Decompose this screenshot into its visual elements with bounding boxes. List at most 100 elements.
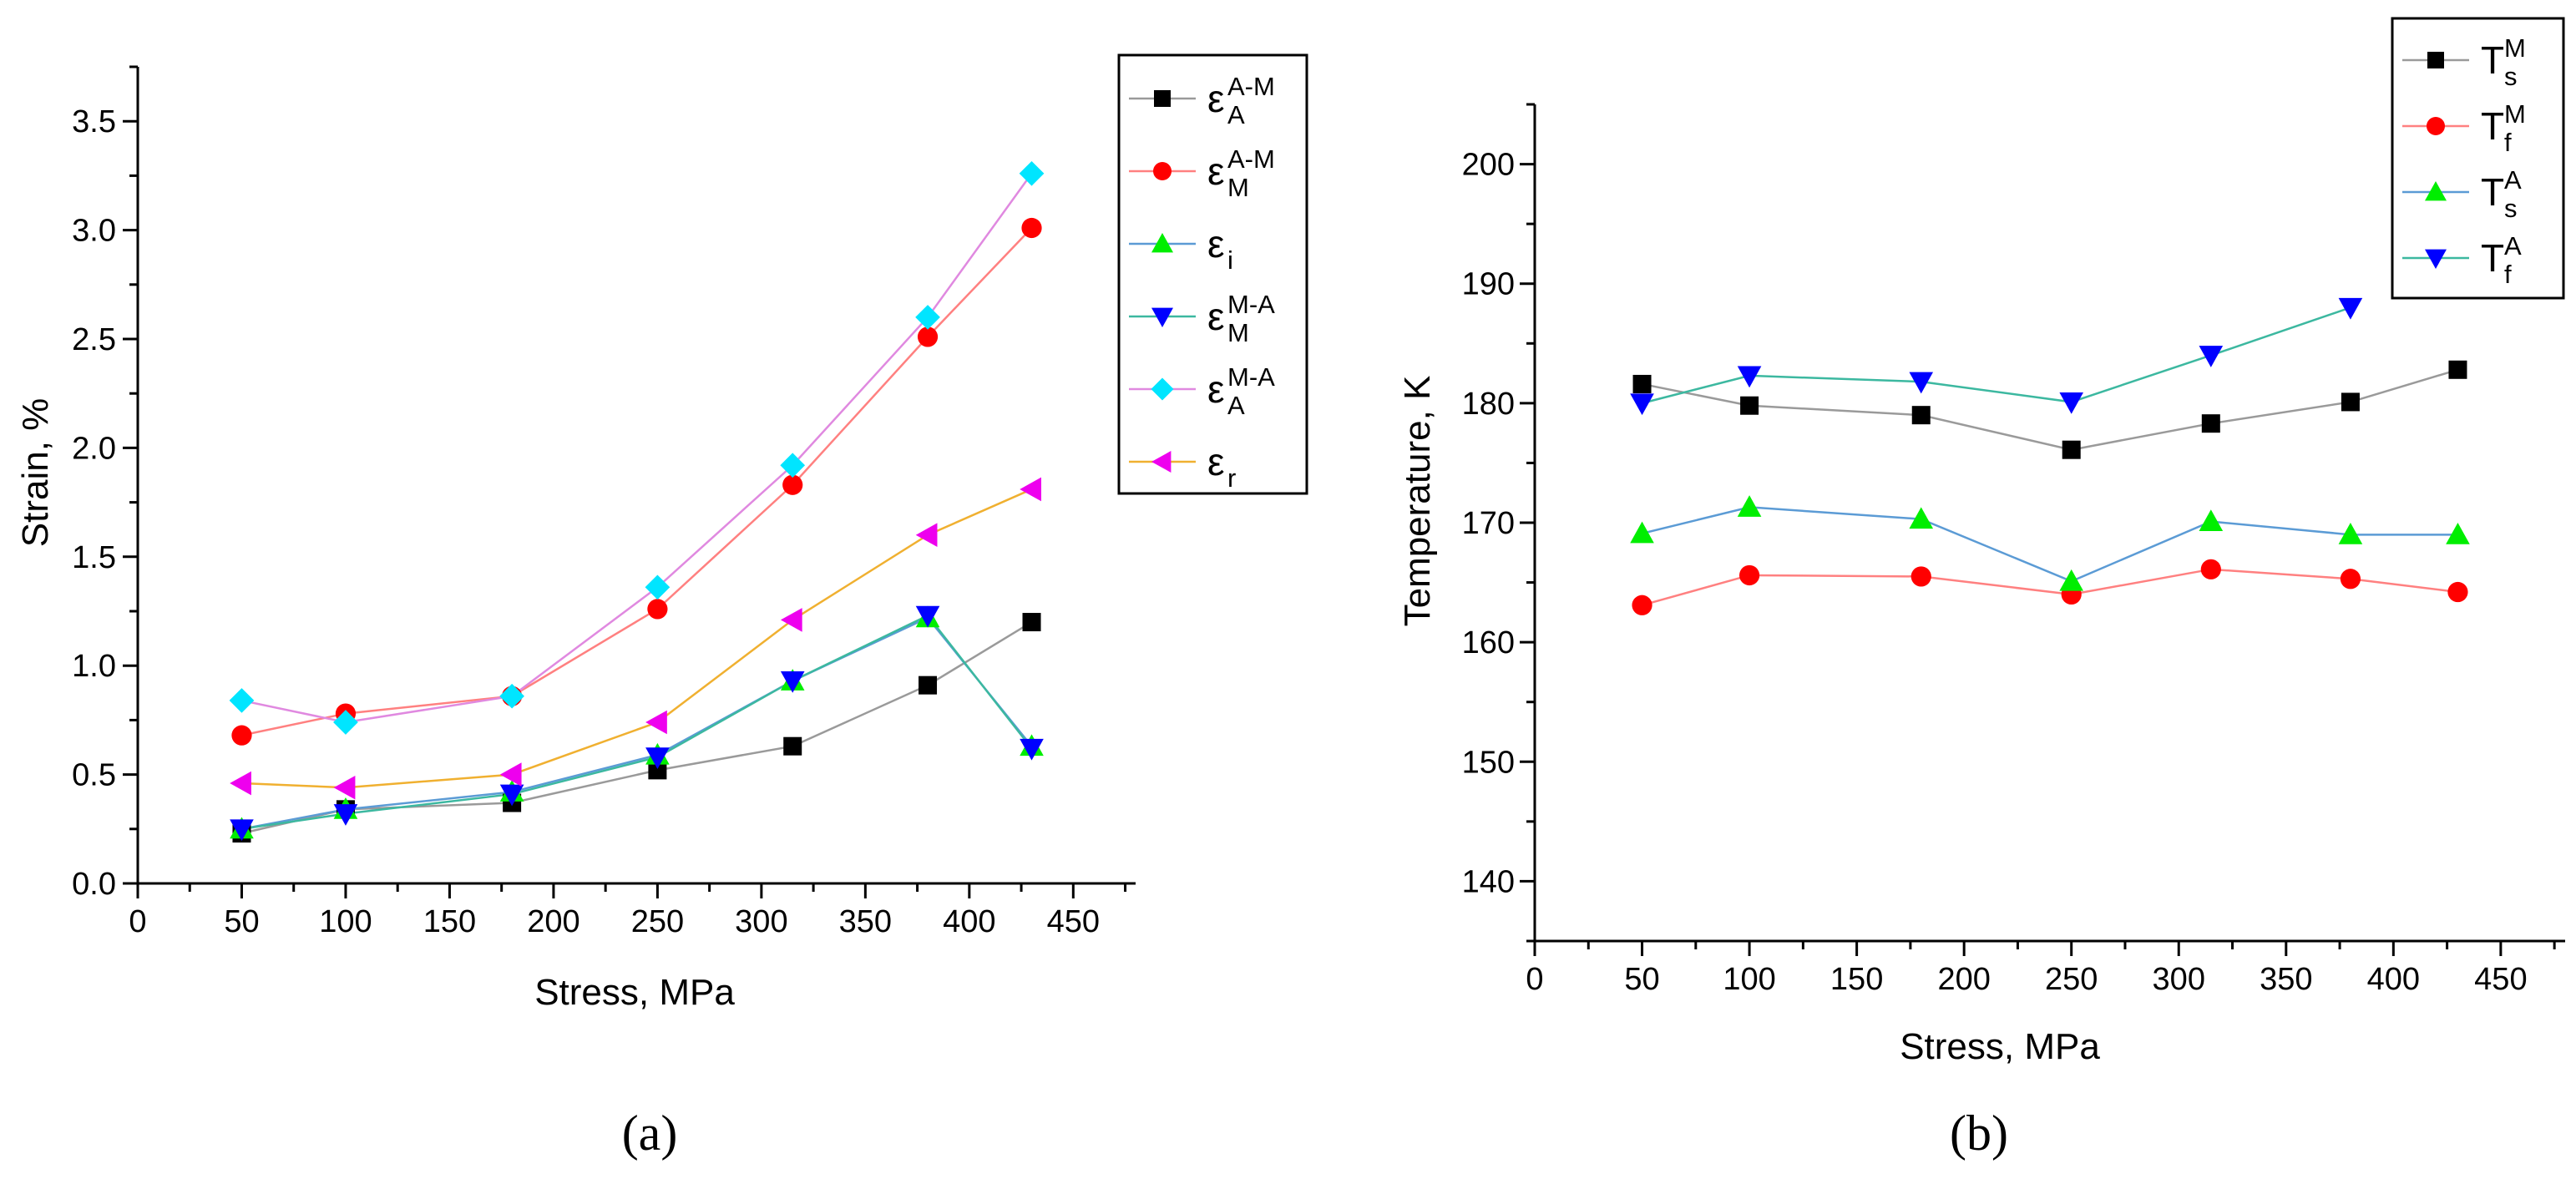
data-point <box>780 453 806 478</box>
data-point <box>782 474 803 495</box>
y-tick-label: 3.0 <box>72 214 116 249</box>
x-tick-label: 350 <box>2260 962 2312 997</box>
x-tick-label: 150 <box>1830 962 1883 997</box>
strain-chart: 0 50 100 150 200 250 300 350 400 450 0.0 0.5 1.0 1.5 2… <box>15 53 1308 1161</box>
legend-box <box>1117 53 1308 495</box>
data-point <box>1632 374 1652 393</box>
series-line <box>1642 306 2351 405</box>
legend-box <box>2391 17 2565 300</box>
temperature-chart: 0 50 100 150 200 250 300 350 400 450 140 150 160 170 1… <box>1397 17 2565 1161</box>
x-tick-label: 450 <box>2474 962 2527 997</box>
data-point <box>1630 393 1654 416</box>
y-tick-label: 3.5 <box>72 104 116 139</box>
series-line <box>241 227 1033 736</box>
y-tick-label: 190 <box>1462 267 1515 302</box>
data-point <box>229 688 255 713</box>
x-tick-label: 200 <box>527 904 579 939</box>
data-point <box>2446 523 2470 544</box>
data-point <box>2201 414 2220 433</box>
x-tick-label: 100 <box>1723 962 1775 997</box>
data-point <box>1911 406 1931 425</box>
y-tick-label: 160 <box>1462 625 1515 660</box>
legend-marker <box>2427 117 2445 135</box>
series-line <box>1642 568 2458 606</box>
x-tick-label: 400 <box>943 904 995 939</box>
data-point <box>645 574 671 600</box>
legend-label: ε M-A A <box>1207 362 1275 420</box>
data-point <box>2340 569 2361 590</box>
data-point <box>1020 738 1044 761</box>
data-point <box>647 599 668 620</box>
series-line <box>241 614 1033 831</box>
legend-marker <box>2425 249 2447 269</box>
x-tick-label: 0 <box>1526 962 1543 997</box>
data-point <box>1737 366 1762 388</box>
data-point <box>915 605 940 628</box>
data-point <box>1740 396 1759 415</box>
data-point <box>919 676 938 695</box>
legend-marker <box>1151 451 1172 473</box>
y-tick-label: 180 <box>1462 387 1515 422</box>
data-point <box>499 683 524 709</box>
data-point <box>333 804 358 826</box>
legend-marker <box>1154 90 1171 107</box>
data-point <box>2338 297 2363 320</box>
x-tick-label: 300 <box>735 904 787 939</box>
data-point <box>1737 495 1762 517</box>
x-axis-title: Stress, MPa <box>534 972 735 1013</box>
data-point <box>2448 360 2467 379</box>
data-point <box>2062 440 2081 459</box>
legend-marker <box>2425 181 2447 201</box>
data-point <box>499 762 522 787</box>
data-point <box>645 710 667 735</box>
data-point <box>2059 569 2084 591</box>
data-point <box>230 819 254 842</box>
data-point <box>780 608 802 632</box>
data-point <box>1738 564 1760 586</box>
x-tick-label: 400 <box>2367 962 2420 997</box>
x-tick-label: 50 <box>224 904 259 939</box>
x-tick-label: 350 <box>839 904 892 939</box>
data-point <box>1022 613 1041 632</box>
x-tick-label: 200 <box>1937 962 1990 997</box>
data-point <box>1909 507 1934 529</box>
x-tick-label: 450 <box>1047 904 1100 939</box>
legend-label: TM f <box>2481 99 2526 157</box>
series-line <box>1642 506 2458 583</box>
legend-label: ε A-M A <box>1207 72 1275 129</box>
y-tick-label: 0.5 <box>72 758 116 793</box>
data-point <box>333 775 356 800</box>
y-tick-label: 170 <box>1462 506 1515 541</box>
legend-label: TA f <box>2481 231 2522 289</box>
series-line <box>241 173 1033 724</box>
y-tick-label: 0.0 <box>72 867 116 902</box>
data-point <box>1021 217 1042 239</box>
x-tick-label: 250 <box>631 904 684 939</box>
data-point <box>1020 477 1041 502</box>
y-tick-label: 1.5 <box>72 540 116 575</box>
data-point <box>2341 392 2360 412</box>
series-line <box>241 616 1033 831</box>
legend-marker <box>1151 233 1173 253</box>
data-point <box>1909 372 1934 394</box>
data-point <box>333 710 358 735</box>
data-point <box>917 326 939 347</box>
x-tick-label: 100 <box>319 904 372 939</box>
data-point <box>2199 346 2224 367</box>
y-axis-title: Temperature, K <box>1397 376 1438 627</box>
y-axis-title: Strain, % <box>15 398 56 548</box>
data-point <box>2200 559 2221 579</box>
x-tick-label: 150 <box>423 904 476 939</box>
data-point <box>780 671 805 693</box>
panel-label: (b) <box>1950 1106 2008 1161</box>
y-tick-label: 140 <box>1462 864 1515 899</box>
data-point <box>230 771 251 796</box>
x-tick-label: 250 <box>2045 962 2098 997</box>
data-point <box>915 523 938 548</box>
series-line <box>1642 368 2458 451</box>
series-line <box>241 620 1033 835</box>
x-tick-label: 0 <box>129 904 146 939</box>
